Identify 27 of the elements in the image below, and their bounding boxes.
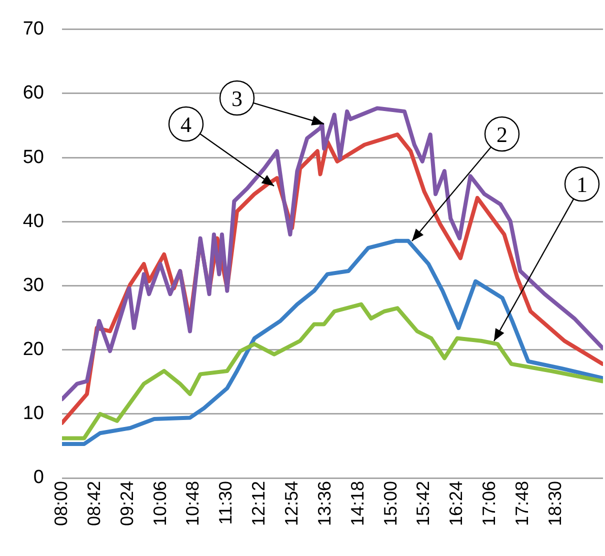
x-tick-label: 09:24 (116, 481, 137, 526)
x-tick-label: 08:00 (50, 481, 71, 526)
x-tick-label: 15:00 (380, 481, 400, 526)
y-tick-label: 20 (22, 339, 44, 360)
y-tick-label: 0 (33, 467, 44, 488)
y-tick-label: 60 (22, 82, 44, 104)
x-tick-label: 11:30 (216, 481, 236, 525)
x-tick-label: 17:48 (512, 481, 532, 526)
x-tick-label: 10:06 (150, 481, 170, 526)
annotation: 2 (496, 122, 508, 147)
x-tick-label: 13:36 (314, 481, 334, 526)
x-tick-label: 16:24 (446, 481, 466, 526)
y-tick-label: 10 (22, 403, 44, 424)
x-tick-label: 18:30 (544, 481, 565, 526)
y-tick-label: 70 (22, 18, 44, 40)
annotation: 1 (576, 172, 588, 197)
y-tick-label: 50 (22, 146, 44, 168)
x-tick-label: 14:18 (347, 481, 368, 526)
y-tick-label: 30 (22, 274, 44, 296)
annotation: 4 (180, 112, 192, 138)
x-tick-label: 12:54 (281, 481, 302, 526)
y-tick-label: 40 (22, 210, 44, 232)
x-tick-label: 17:06 (479, 481, 500, 526)
x-tick-label: 12:12 (248, 481, 269, 526)
x-tick-label: 08:42 (84, 481, 104, 526)
x-tick-label: 15:42 (413, 481, 434, 526)
x-tick-label: 10:48 (182, 481, 203, 526)
